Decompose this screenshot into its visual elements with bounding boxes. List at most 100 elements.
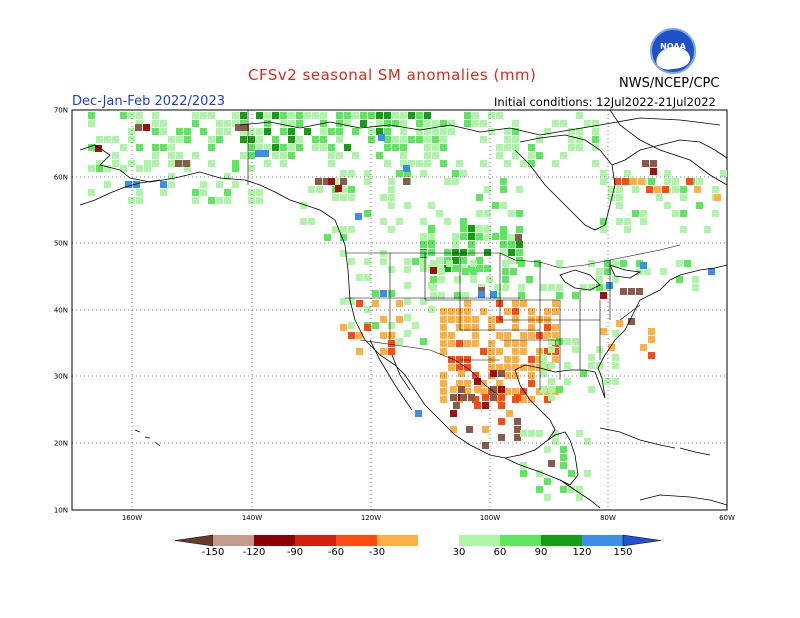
anomaly-cell: [548, 346, 555, 353]
anomaly-cell: [548, 338, 555, 345]
anomaly-cell: [686, 178, 693, 185]
anomaly-cell: [216, 181, 223, 188]
anomaly-cell: [388, 348, 395, 355]
anomaly-cell: [596, 276, 603, 283]
anomaly-cell: [420, 250, 427, 257]
anomaly-cell: [272, 144, 279, 151]
anomaly-cell: [400, 120, 407, 127]
colorbar: [174, 534, 662, 547]
anomaly-cell: [548, 460, 555, 467]
anomaly-cell: [568, 128, 575, 135]
anomaly-cell: [420, 241, 427, 248]
anomaly-cells: [88, 112, 727, 501]
anomaly-cell: [612, 330, 619, 337]
anomaly-cell: [456, 160, 463, 167]
anomaly-cell: [456, 308, 463, 315]
anomaly-cell: [474, 402, 481, 409]
anomaly-cell: [464, 364, 471, 371]
anomaly-cell: [300, 218, 307, 225]
anomaly-cell: [512, 136, 519, 143]
anomaly-cell: [264, 120, 271, 127]
anomaly-cell: [450, 386, 457, 393]
anomaly-cell: [526, 276, 533, 283]
anomaly-cell: [498, 370, 505, 377]
colorbar-tick-label: -150: [201, 547, 225, 558]
anomaly-cell: [672, 186, 679, 193]
anomaly-cell: [494, 284, 501, 291]
anomaly-cell: [176, 136, 183, 143]
anomaly-cell: [712, 186, 719, 193]
anomaly-cell: [453, 402, 460, 409]
colorbar-segment: [459, 535, 500, 546]
anomaly-cell: [640, 218, 647, 225]
anomaly-cell: [648, 352, 655, 359]
anomaly-cell: [328, 152, 335, 159]
anomaly-cell: [448, 340, 455, 347]
anomaly-cell: [612, 362, 619, 369]
anomaly-cell: [512, 152, 519, 159]
anomaly-cell: [192, 120, 199, 127]
anomaly-cell: [676, 260, 683, 267]
anomaly-cell: [456, 316, 463, 323]
anomaly-cell: [572, 292, 579, 299]
anomaly-cell: [464, 316, 471, 323]
anomaly-cell: [548, 386, 555, 393]
anomaly-cell: [648, 178, 655, 185]
anomaly-cell: [696, 202, 703, 209]
anomaly-cell: [400, 160, 407, 167]
anomaly-cell: [428, 249, 435, 256]
anomaly-cell: [288, 120, 295, 127]
anomaly-cell: [572, 338, 579, 345]
anomaly-cell: [556, 338, 563, 345]
anomaly-cell: [440, 372, 447, 379]
anomaly-cell: [396, 316, 403, 323]
anomaly-cell: [450, 394, 457, 401]
anomaly-cell: [438, 292, 445, 299]
anomaly-cell: [576, 136, 583, 143]
anomaly-cell: [528, 324, 535, 331]
anomaly-cell: [622, 178, 629, 185]
colorbar-segment: [213, 535, 254, 546]
anomaly-cell: [606, 282, 613, 289]
anomaly-cell: [498, 394, 505, 401]
period-label: Dec-Jan-Feb 2022/2023: [72, 94, 225, 109]
anomaly-cell: [662, 186, 669, 193]
anomaly-cell: [552, 348, 559, 355]
anomaly-cell: [516, 226, 523, 233]
anomaly-cell: [208, 144, 215, 151]
anomaly-cell: [636, 288, 643, 295]
anomaly-cell: [454, 276, 461, 283]
anomaly-cell: [380, 332, 387, 339]
anomaly-cell: [384, 144, 391, 151]
initial-conditions-label: Initial conditions: 12Jul2022-21Jul2022: [494, 95, 716, 109]
anomaly-cell: [332, 178, 339, 185]
anomaly-cell: [488, 340, 495, 347]
anomaly-cell: [588, 284, 595, 291]
anomaly-cell: [584, 470, 591, 477]
anomaly-cell: [200, 128, 207, 135]
anomaly-cell: [432, 136, 439, 143]
anomaly-cell: [448, 128, 455, 135]
anomaly-cell: [320, 144, 327, 151]
anomaly-cell: [704, 226, 711, 233]
anomaly-cell: [620, 288, 627, 295]
anomaly-cell: [476, 225, 483, 232]
anomaly-cell: [432, 144, 439, 151]
noaa-logo-text: NOAA: [660, 42, 686, 51]
anomaly-cell: [500, 226, 507, 233]
anomaly-cell: [464, 388, 471, 395]
anomaly-cell: [152, 160, 159, 167]
anomaly-cell: [448, 316, 455, 323]
anomaly-cell: [452, 257, 459, 264]
anomaly-cell: [612, 354, 619, 361]
anomaly-cell: [518, 292, 525, 299]
anomaly-cell: [120, 112, 127, 119]
anomaly-cell: [498, 402, 505, 409]
anomaly-cell: [348, 258, 355, 265]
anomaly-cell: [556, 386, 563, 393]
anomaly-cell: [520, 340, 527, 347]
anomaly-cell: [520, 430, 527, 437]
anomaly-cell: [488, 128, 495, 135]
anomaly-cell: [448, 356, 455, 363]
